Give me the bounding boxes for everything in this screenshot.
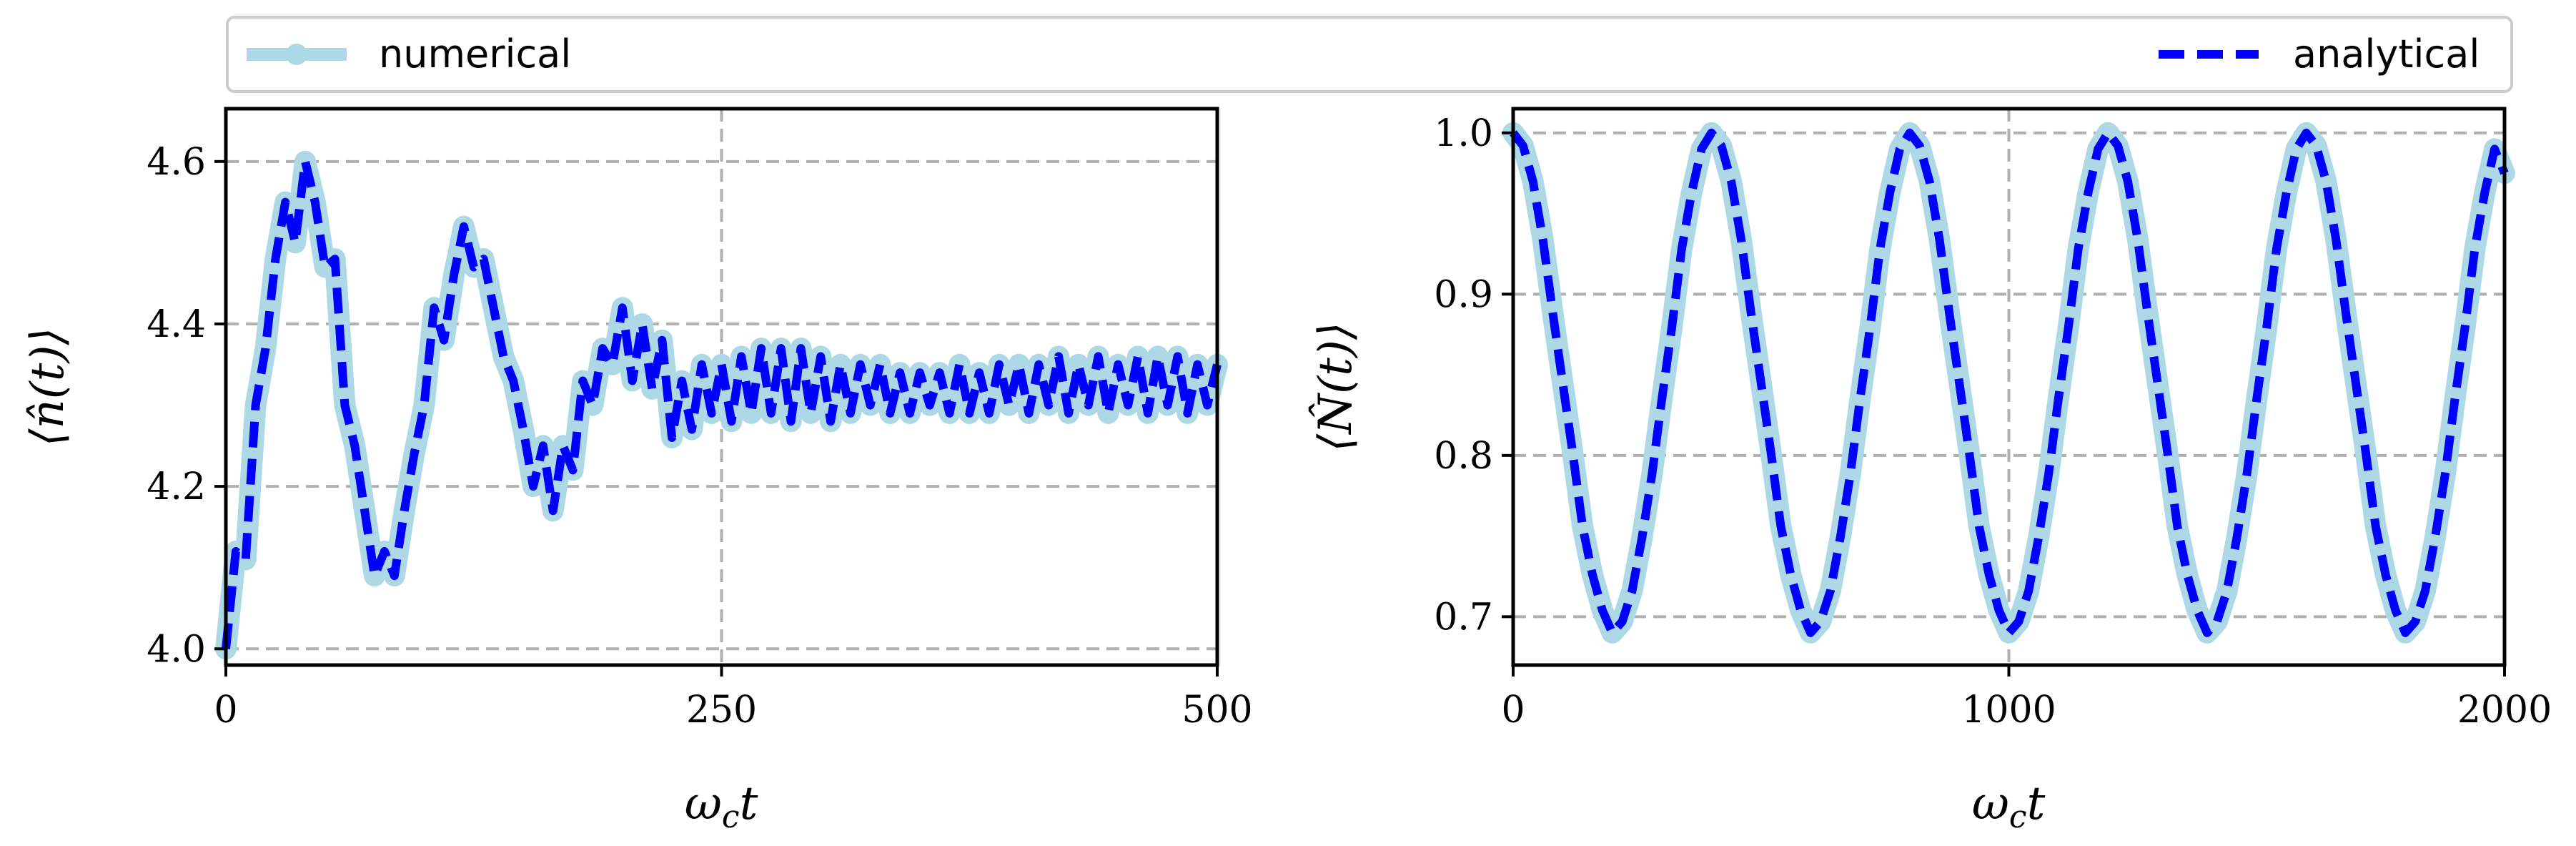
left-grid	[226, 109, 1217, 665]
right-ticks: 0.7 0.8 0.9 1.0 0 1000 2000	[1434, 112, 2552, 732]
left-y-tick-label: 4.2	[147, 466, 206, 508]
right-y-tick-label: 0.7	[1434, 596, 1493, 639]
right-x-axis-label: ωct	[1972, 777, 2046, 835]
left-x-tick-label: 0	[214, 689, 237, 732]
left-analytical-line	[222, 157, 1222, 649]
right-y-tick-label: 0.8	[1434, 435, 1493, 478]
right-plot: 0.7 0.8 0.9 1.0 0 1000 2000 ωct ⟨N̂(t)⟩	[1309, 107, 2552, 835]
left-plot: 4.0 4.2 4.4 4.6 0 250 500 ωct ⟨n̂(t)⟩	[21, 107, 1253, 835]
right-x-tick-label: 1000	[1961, 689, 2056, 732]
right-x-tick-label: 2000	[2457, 689, 2552, 732]
legend-frame	[226, 16, 2513, 93]
right-y-tick-label: 0.9	[1434, 273, 1493, 316]
left-y-tick-label: 4.6	[147, 141, 206, 184]
right-y-tick-label: 1.0	[1434, 112, 1493, 155]
legend: numerical analytical	[226, 16, 2513, 93]
legend-entry-numerical: numerical	[247, 31, 571, 77]
left-y-tick-label: 4.0	[147, 628, 206, 671]
left-x-tick-label: 500	[1182, 689, 1252, 732]
right-y-axis-label: ⟨N̂(t)⟩	[1309, 322, 1362, 452]
left-series	[215, 150, 1228, 660]
right-series	[1502, 122, 2515, 644]
left-x-axis-label: ωct	[685, 777, 758, 835]
left-y-tick-label: 4.4	[147, 303, 206, 346]
legend-numerical-label: numerical	[379, 31, 571, 77]
right-analytical-line	[1510, 128, 2509, 637]
left-y-axis-label: ⟨n̂(t)⟩	[21, 328, 74, 447]
left-ticks: 4.0 4.2 4.4 4.6 0 250 500	[147, 141, 1252, 732]
legend-entry-analytical: analytical	[2159, 31, 2480, 77]
left-x-tick-label: 250	[686, 689, 757, 732]
right-x-tick-label: 0	[1501, 689, 1525, 732]
legend-numerical-marker	[286, 44, 307, 65]
legend-analytical-label: analytical	[2293, 31, 2480, 77]
